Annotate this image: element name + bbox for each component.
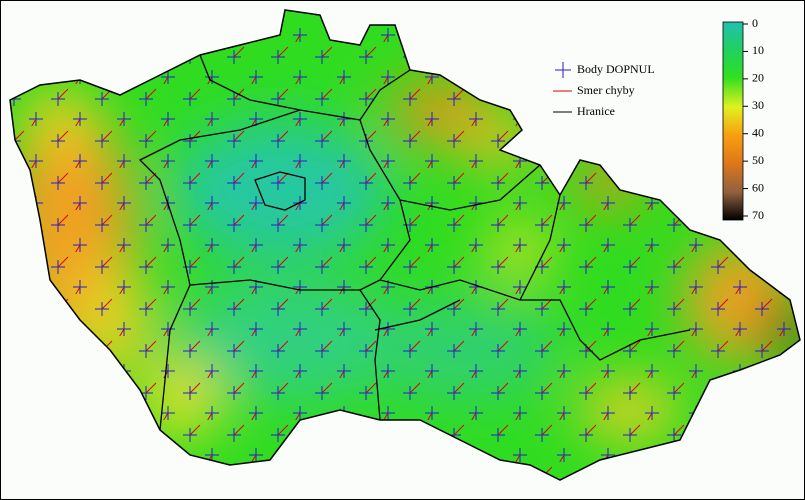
legend: Body DOPNUL Smer chyby Hranice — [553, 62, 655, 118]
colorbar-tick-label: 20 — [752, 71, 764, 85]
region-borders — [138, 54, 691, 431]
colorbar — [722, 21, 744, 221]
colorbar-tick-label: 70 — [752, 208, 764, 222]
colorbar-tick-label: 40 — [752, 125, 764, 139]
legend-label: Smer chyby — [577, 83, 635, 97]
colorbar-tick-label: 60 — [752, 180, 764, 194]
colorbar-tick-label: 30 — [752, 98, 764, 112]
colorbar-ticks: 0 10 20 30 40 50 60 70 — [743, 16, 764, 222]
legend-label: Body DOPNUL — [577, 62, 655, 76]
colorbar-tick-label: 10 — [752, 43, 764, 57]
colorbar-tick-label: 50 — [752, 153, 764, 167]
colorbar-tick-label: 0 — [752, 16, 758, 30]
legend-marker-points — [555, 62, 571, 78]
legend-label: Hranice — [577, 104, 615, 118]
